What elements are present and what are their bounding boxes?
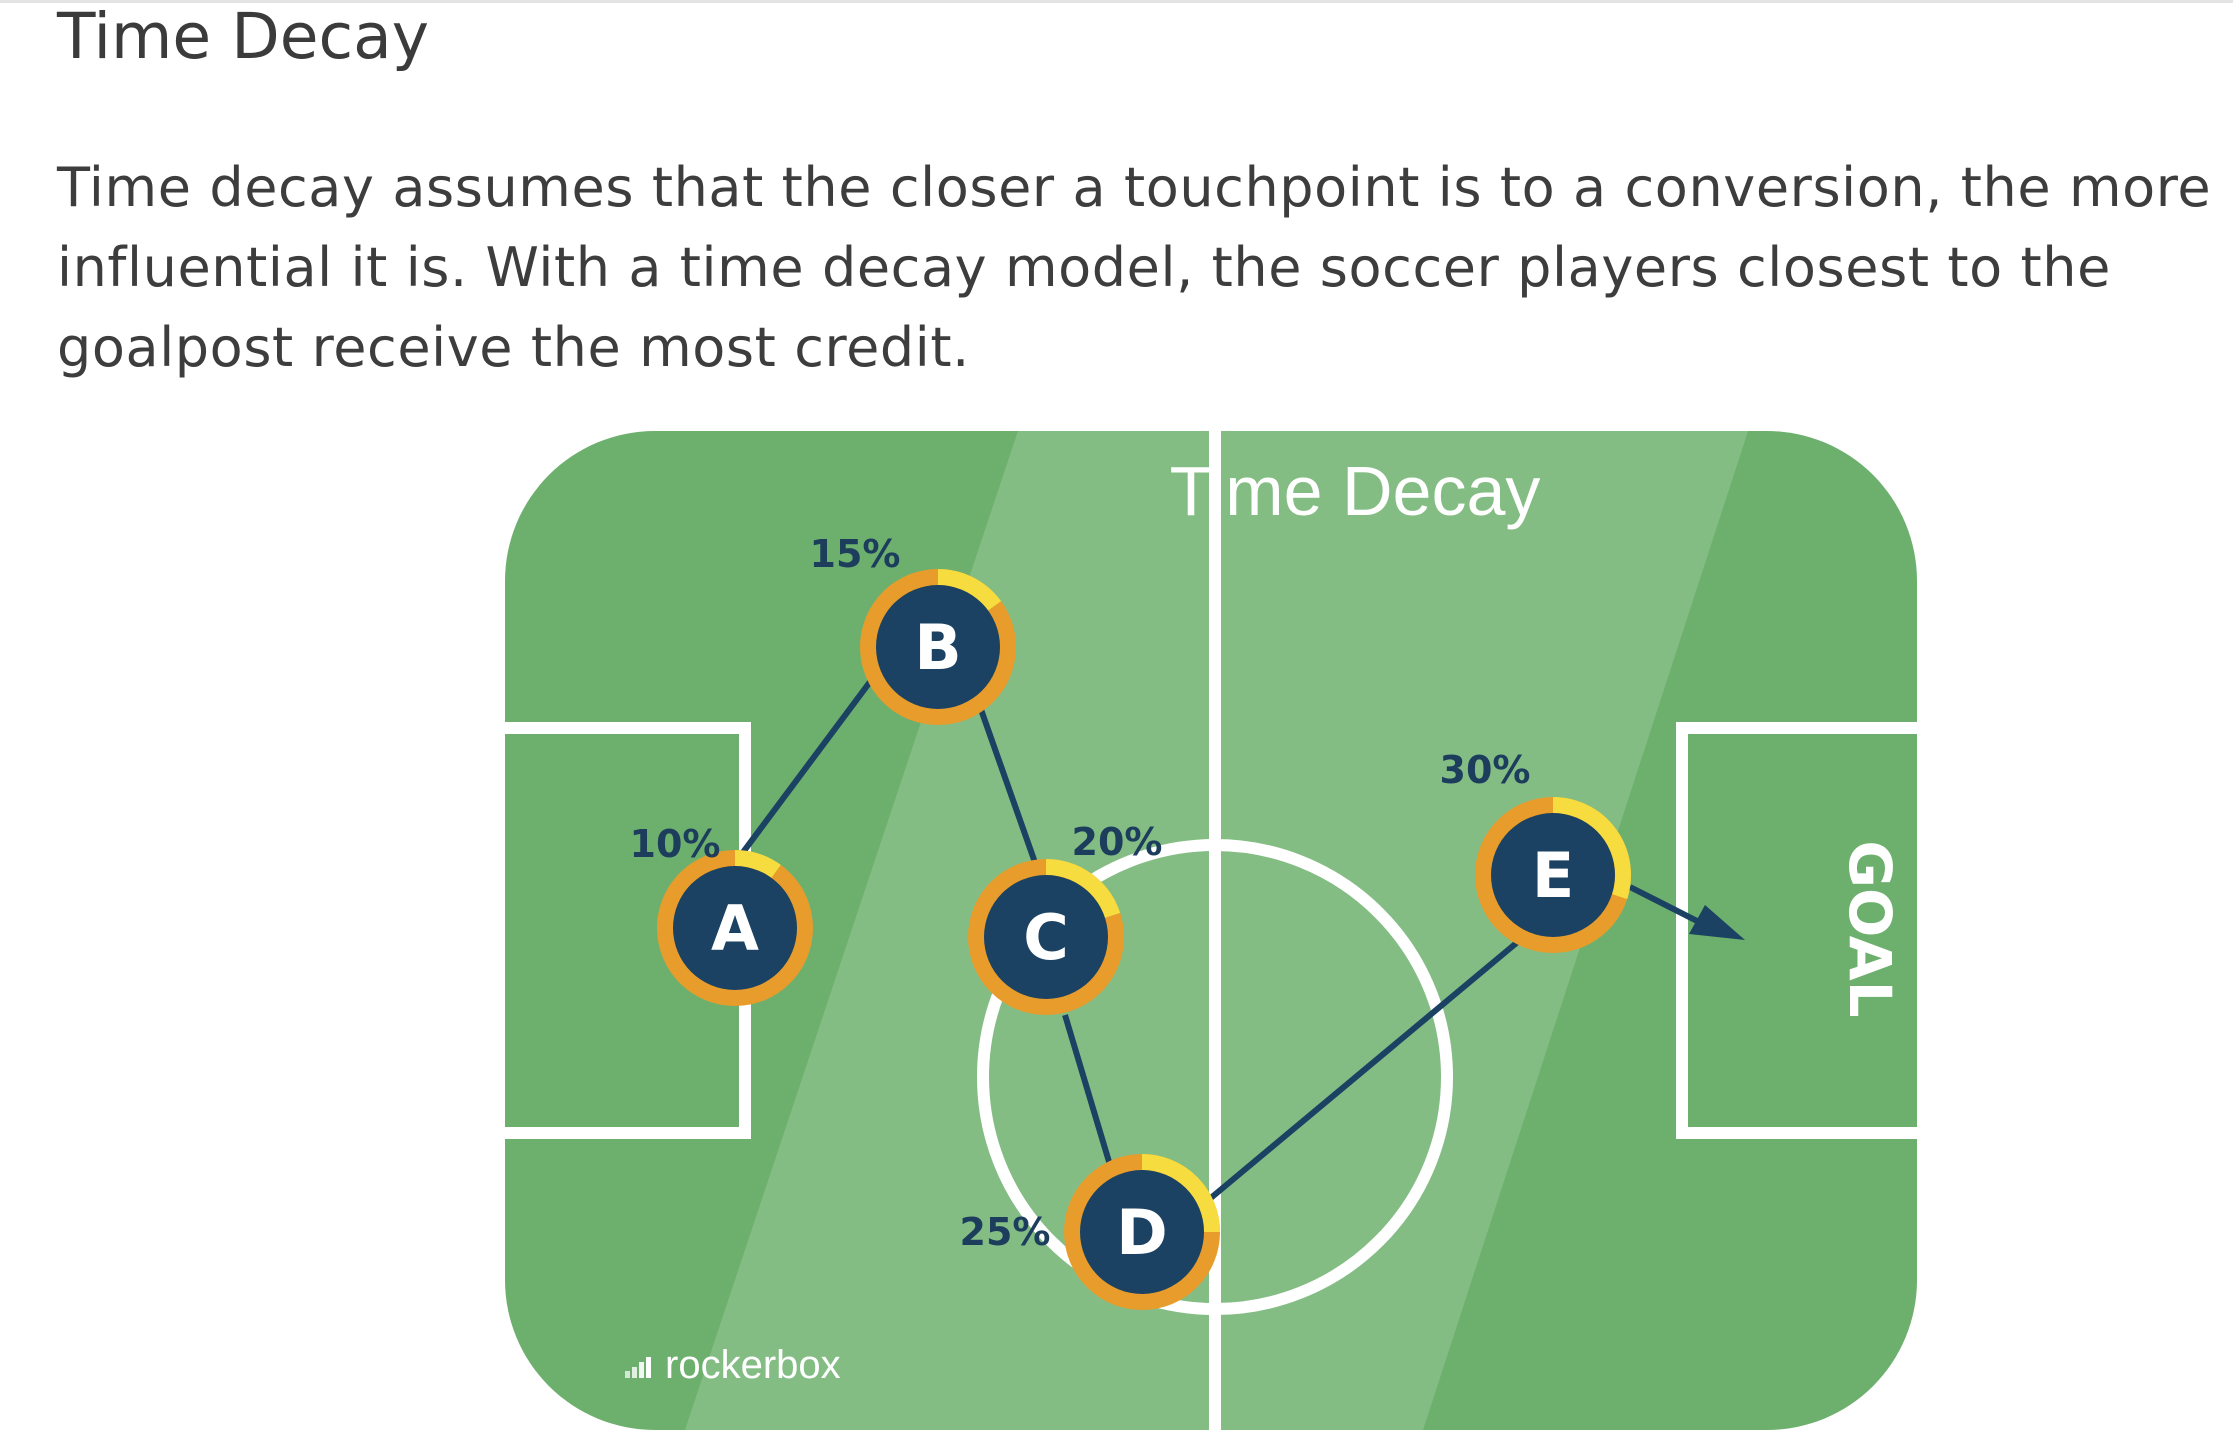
brand-name: rockerbox bbox=[665, 1343, 841, 1387]
center-circle bbox=[977, 839, 1453, 1315]
touchpoint-b-label: B bbox=[914, 611, 961, 684]
brand-logo-bar bbox=[632, 1367, 637, 1378]
goal-label: GOAL bbox=[1836, 840, 1904, 1017]
touchpoint-d-label: D bbox=[1116, 1196, 1167, 1269]
brand-logo: rockerbox bbox=[625, 1343, 841, 1387]
brand-logo-bar bbox=[646, 1357, 651, 1378]
touchpoint-c: C20% bbox=[968, 820, 1162, 1015]
touchpoint-e: E 30% bbox=[1440, 748, 1631, 953]
touchpoint-a-label: A bbox=[711, 892, 759, 965]
soccer-field-svg: Time Decay GOAL rockerbox A 10% B 15% C20% D 2… bbox=[505, 425, 1917, 1430]
brand-logo-bar bbox=[639, 1362, 644, 1378]
touchpoint-c-credit-arc bbox=[1045, 859, 1121, 919]
touchpoint-d-credit-arc bbox=[1141, 1154, 1220, 1233]
touchpoint-e-credit: 30% bbox=[1440, 748, 1531, 792]
path-d-to-e bbox=[1198, 937, 1522, 1210]
touchpoint-d-core bbox=[1080, 1170, 1204, 1294]
touchpoint-a-credit: 10% bbox=[630, 822, 721, 866]
goal-arrow-head bbox=[1689, 905, 1745, 940]
section-heading: Time Decay bbox=[57, 0, 430, 73]
touchpoint-a-core bbox=[673, 866, 797, 990]
path-e-to-goal bbox=[1628, 884, 1707, 928]
touchpoint-e-credit-arc bbox=[1552, 797, 1631, 900]
touchpoint-b: B 15% bbox=[810, 532, 1016, 725]
top-divider bbox=[0, 0, 2233, 3]
section-description: Time decay assumes that the closer a tou… bbox=[57, 156, 2212, 379]
path-a-to-b bbox=[732, 653, 893, 865]
diagram-title: Time Decay bbox=[1170, 452, 1541, 530]
right-penalty-box bbox=[1676, 722, 1917, 1139]
time-decay-diagram: Time Decay GOAL rockerbox A 10% B 15% C 20% D 2… bbox=[505, 425, 1925, 1430]
touchpoint-a-credit-arc bbox=[734, 850, 781, 879]
touchpoint-d: D 25% bbox=[960, 1154, 1220, 1310]
touchpoint-d-credit: 25% bbox=[960, 1210, 1051, 1254]
touchpoint-c-label: C bbox=[1023, 901, 1069, 974]
touchpoint-c-credit: 20% bbox=[1072, 820, 1163, 864]
touchpoint-b-core bbox=[876, 585, 1000, 709]
touchpoint-e-label: E bbox=[1532, 839, 1574, 912]
touchpoint-c-core bbox=[984, 875, 1108, 999]
touchpoint-b-credit-arc bbox=[937, 569, 1002, 611]
touchpoint-a: A 10% bbox=[630, 822, 813, 1006]
touchpoint-e-core bbox=[1491, 813, 1615, 937]
touchpoint-nodes: A 10% B 15% C20% D 25% E 30% bbox=[630, 532, 1631, 1310]
brand-logo-bar bbox=[625, 1371, 630, 1378]
touchpoint-b-credit: 15% bbox=[810, 532, 901, 576]
